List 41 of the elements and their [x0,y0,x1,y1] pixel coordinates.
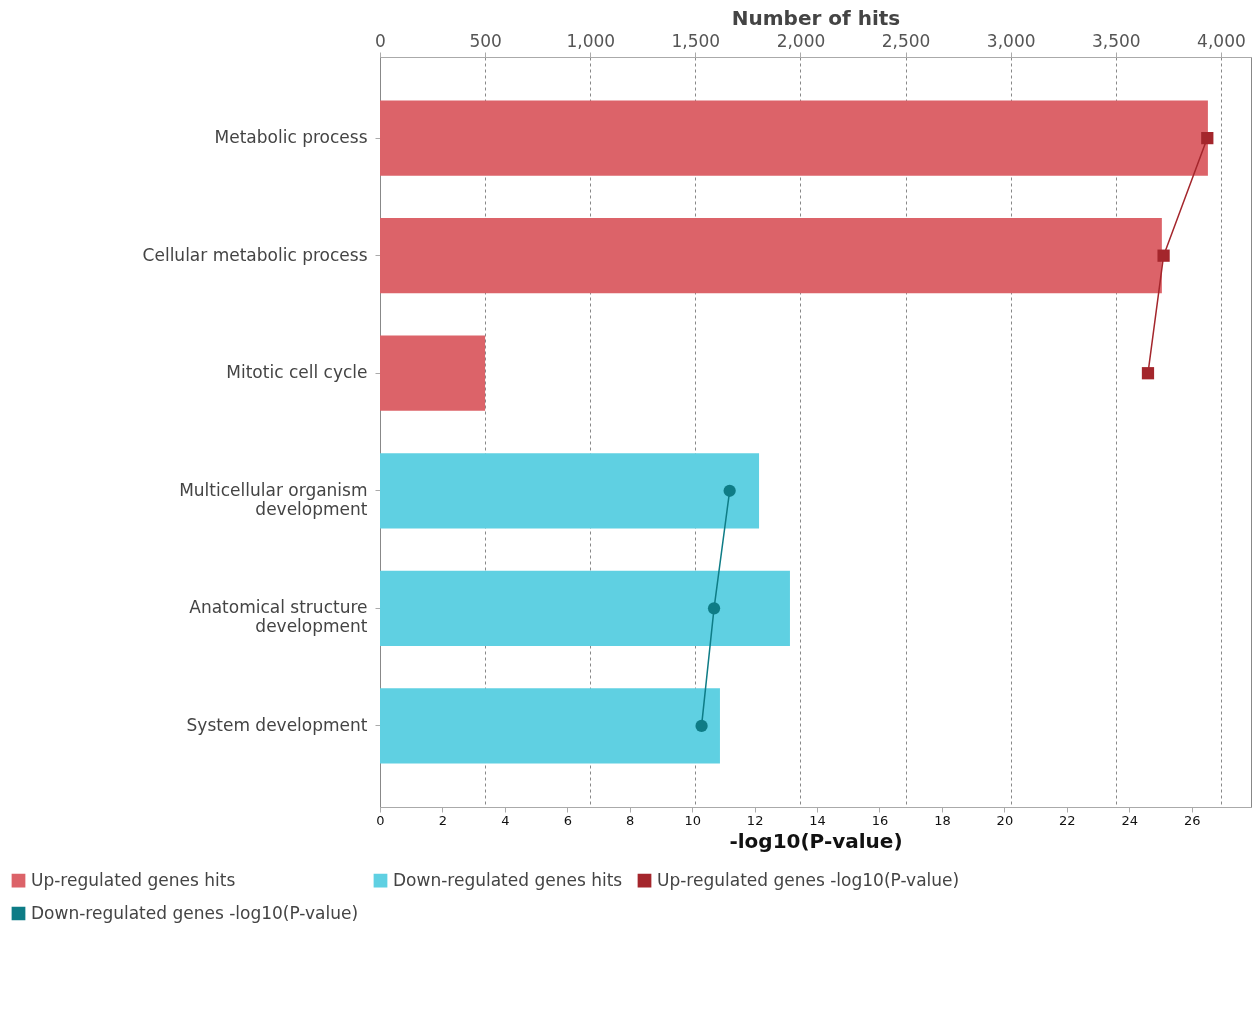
x-tick-label: 8 [626,812,635,828]
x-tick-label: 20 [996,812,1014,828]
x-tick-label: 6 [563,812,572,828]
point [1201,131,1214,145]
y-tick-label: Multicellular organism development [179,479,368,519]
legend-label: Down-regulated genes -log10(P-value) [31,902,359,923]
y-tick-label: Anatomical structure development [189,597,368,637]
y-tick-label: System development [186,714,368,735]
x2-tick-label: 2,000 [776,30,826,51]
x-tick-label: 26 [1183,812,1201,828]
point [723,484,736,497]
x2-tick-label: 2,500 [881,30,931,51]
x2-tick-label: 1,500 [671,30,721,51]
x-tick-label: 14 [809,812,826,828]
point [1157,249,1170,262]
x-tick-label: 0 [376,812,385,828]
x2-tick-label: 3,500 [1091,30,1141,51]
legend-label: Down-regulated genes hits [393,869,623,890]
x-axis-title: -log10(P-value) [729,828,903,853]
x-tick-label: 18 [934,812,951,828]
x2-tick-label: 3,000 [986,30,1036,51]
x-tick-label: 2 [438,812,448,828]
y-tick-label: Cellular metabolic process [142,244,368,265]
x-tick-label: 22 [1059,812,1076,828]
legend-label: Up-regulated genes hits [31,869,236,890]
y-tick-label: Metabolic process [214,127,368,148]
x2-tick-label: 0 [375,30,386,51]
x2-axis-title: Number of hits [731,5,901,30]
legend-label: Up-regulated genes -log10(P-value) [657,869,960,890]
x2-tick-label: 4,000 [1197,30,1246,51]
x-tick-label: 24 [1121,812,1139,828]
x-tick-label: 16 [871,812,889,828]
x2-tick-label: 500 [469,30,502,51]
point [695,719,708,732]
y-tick-label: Mitotic cell cycle [226,362,368,383]
x-tick-label: 10 [684,812,701,828]
point [1141,367,1155,380]
x-tick-label: 4 [501,812,510,828]
x-tick-label: 12 [746,812,764,828]
point [707,602,721,615]
x2-tick-label: 1,000 [566,30,616,51]
